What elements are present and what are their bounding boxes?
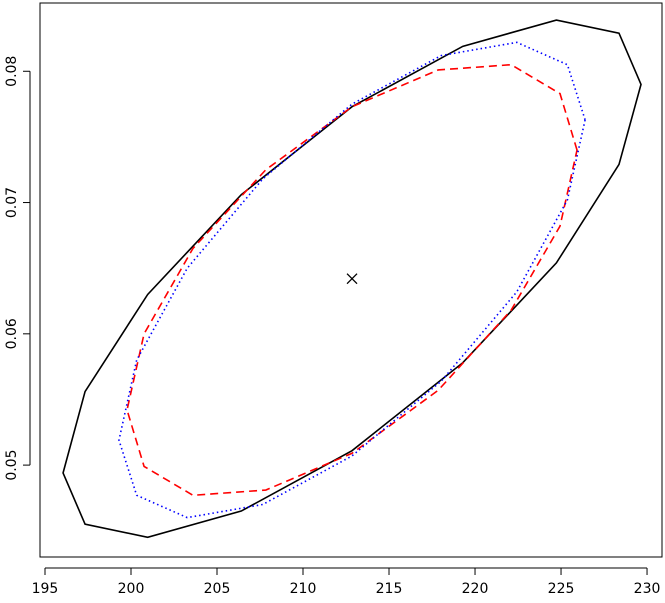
- x-tick-label: 225: [548, 581, 575, 597]
- confidence-curve: [126, 63, 578, 497]
- confidence-curve: [118, 41, 586, 519]
- x-tick-label: 195: [32, 581, 59, 597]
- x-tick-label: 220: [462, 581, 489, 597]
- y-tick-label: 0.08: [4, 56, 20, 87]
- y-tick-label: 0.06: [4, 318, 20, 349]
- x-tick-label: 205: [204, 581, 231, 597]
- y-tick-label: 0.05: [4, 450, 20, 481]
- x-tick-label: 210: [290, 581, 317, 597]
- center-point: [346, 273, 358, 285]
- x-tick-label: 230: [634, 581, 661, 597]
- x-tick-label: 200: [118, 581, 145, 597]
- x-tick-label: 215: [376, 581, 403, 597]
- plot-frame: [39, 2, 663, 558]
- y-tick-label: 0.07: [4, 187, 20, 218]
